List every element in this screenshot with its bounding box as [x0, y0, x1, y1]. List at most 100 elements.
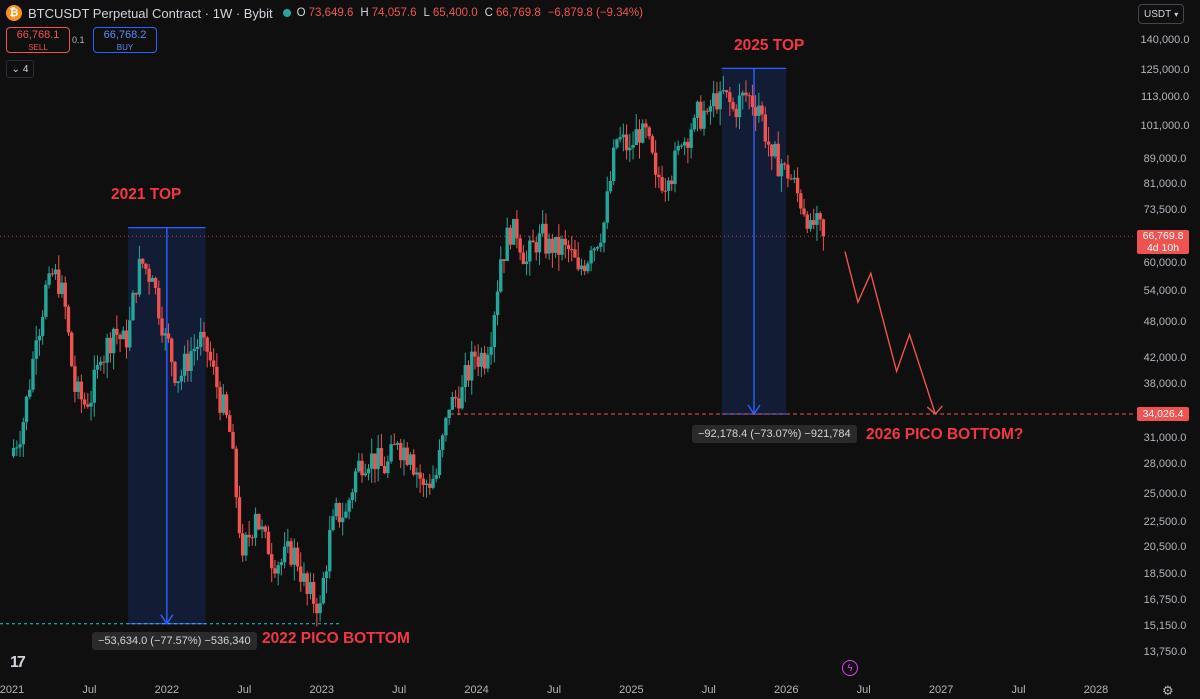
candle-body	[789, 178, 793, 180]
ohlc-open-value: 73,649.6	[308, 7, 354, 19]
buy-label: BUY	[116, 43, 134, 52]
candle-body	[608, 180, 613, 192]
candle-body	[234, 448, 238, 498]
candle-body	[611, 147, 616, 181]
candle-body	[115, 328, 119, 335]
gear-icon[interactable]: ⚙	[1162, 683, 1174, 698]
candle-body	[53, 269, 58, 275]
candle-body	[66, 306, 71, 333]
candle-body	[286, 541, 290, 547]
candle-body	[634, 129, 638, 145]
candle-body	[231, 431, 235, 449]
candle-body	[466, 365, 471, 381]
candle-body	[750, 95, 755, 108]
indicator-count: 4	[22, 63, 29, 75]
candle-body	[566, 244, 571, 250]
time-tick-label: 2022	[154, 684, 180, 696]
candle-body	[311, 582, 316, 604]
candle-body	[34, 340, 38, 359]
candle-body	[505, 227, 509, 262]
annotation-2025-top[interactable]: 2025 TOP	[734, 37, 805, 54]
indicator-toggle-button[interactable]: ⌄ 4	[6, 60, 34, 78]
candle-body	[189, 351, 193, 371]
candle-body	[434, 475, 438, 479]
candle-body	[721, 90, 726, 92]
candle-body	[111, 328, 116, 354]
candle-body	[424, 483, 429, 485]
symbol-title[interactable]: BTCUSDT Perpetual Contract · 1W · Bybit	[28, 5, 273, 21]
ohlc-change-value: −6,879.8 (−9.34%)	[547, 7, 643, 19]
candle-body	[308, 582, 313, 594]
time-tick-label: Jul	[546, 684, 562, 696]
candle-body	[586, 263, 590, 272]
candle-body	[318, 603, 322, 614]
candle-body	[618, 137, 622, 140]
candle-body	[550, 238, 555, 253]
price-tick-label: 20,500.0	[1143, 540, 1187, 553]
annotation-2026-pico-bottom[interactable]: 2026 PICO BOTTOM?	[866, 426, 1024, 443]
candle-body	[718, 91, 722, 110]
candle-body	[741, 92, 745, 96]
sell-button[interactable]: 66,768.1 SELL	[6, 27, 70, 53]
time-tick-label: Jul	[701, 684, 716, 696]
candle-body	[328, 530, 332, 572]
candle-body	[211, 360, 216, 367]
candle-body	[724, 90, 729, 93]
candle-body	[205, 337, 209, 352]
candle-body	[711, 93, 716, 107]
candle-body	[547, 238, 551, 254]
time-tick-label: 2028	[1083, 684, 1109, 696]
price-tick-label: 125,000.0	[1140, 63, 1190, 76]
candle-body	[537, 233, 542, 253]
candle-body	[473, 351, 477, 357]
candle-body	[776, 143, 780, 177]
measure-arrow-head	[160, 614, 174, 625]
candle-body	[366, 468, 371, 474]
candle-body	[705, 110, 709, 112]
candle-body	[463, 365, 467, 388]
candle-body	[295, 547, 300, 567]
candle-body	[670, 180, 674, 185]
current-price-label: 66,769.8 4d 10h	[1137, 230, 1189, 254]
annotation-2022-pico-bottom[interactable]: 2022 PICO BOTTOM	[262, 630, 410, 647]
time-tick-label: Jul	[237, 684, 252, 696]
time-tick-label: 2027	[928, 684, 954, 696]
candle-body	[428, 483, 432, 488]
candle-body	[279, 562, 284, 566]
candle-body	[321, 578, 326, 604]
candle-body	[179, 375, 184, 382]
price-tick-label: 140,000.0	[1140, 34, 1190, 46]
candle-body	[518, 238, 522, 253]
lightning-icon[interactable]: ϟ	[842, 660, 858, 676]
candle-body	[399, 442, 403, 461]
candle-body	[576, 257, 580, 270]
candle-body	[89, 402, 93, 407]
candle-body	[292, 547, 296, 565]
candle-body	[437, 449, 442, 476]
symbol-header: ₿ BTCUSDT Perpetual Contract · 1W · Bybi…	[6, 5, 647, 21]
candle-body	[86, 404, 90, 407]
candle-body	[228, 415, 232, 432]
time-tick-label: Jul	[82, 684, 97, 696]
candle-body	[163, 333, 167, 336]
price-tick-label: 113,000.0	[1140, 90, 1190, 103]
candle-body	[134, 292, 138, 295]
candle-body	[128, 320, 132, 348]
chevron-down-icon: ⌄	[11, 63, 20, 75]
time-tick-label: Jul	[856, 684, 871, 696]
candle-body	[344, 511, 348, 518]
candle-body	[182, 353, 187, 376]
candle-body	[121, 330, 126, 340]
candle-body	[386, 461, 390, 474]
tradingview-logo[interactable]: 17	[10, 654, 26, 671]
ohlc-high-value: 74,057.6	[371, 7, 417, 19]
buy-button[interactable]: 66,768.2 BUY	[93, 27, 157, 53]
candle-body	[582, 265, 587, 272]
annotation-2021-top[interactable]: 2021 TOP	[111, 186, 182, 203]
candle-body	[689, 129, 693, 148]
candle-body	[476, 356, 480, 367]
currency-select[interactable]: USDT ▾	[1138, 4, 1184, 24]
candle-body	[511, 218, 516, 245]
candle-body	[118, 334, 122, 340]
